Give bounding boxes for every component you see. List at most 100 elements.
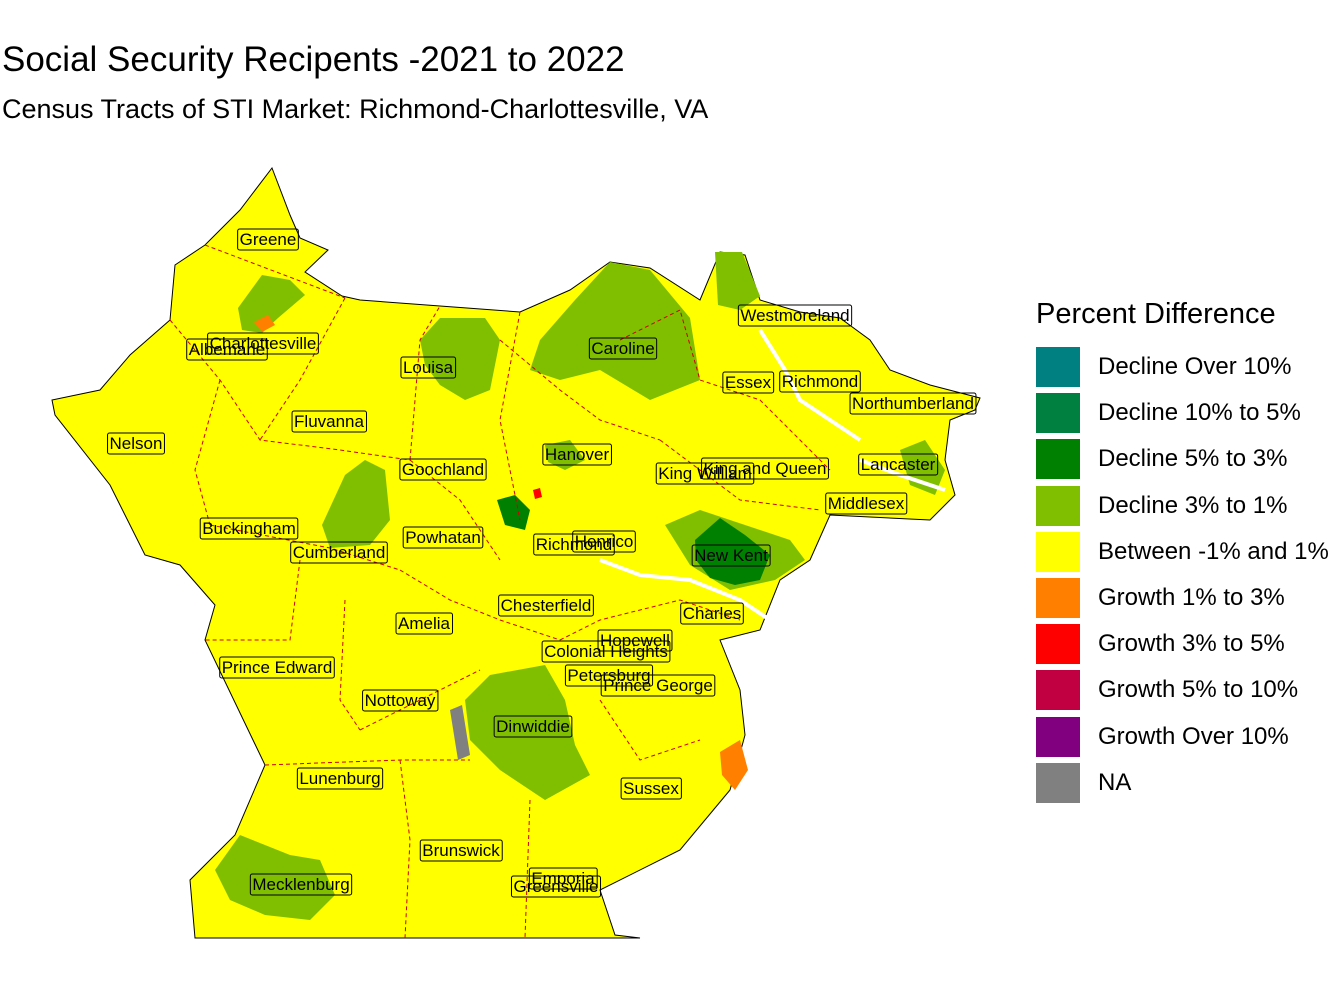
legend-label: Growth 1% to 3% xyxy=(1098,584,1285,611)
county-label: King and Queen xyxy=(701,457,829,480)
county-name: Goochland xyxy=(402,460,484,479)
county-name: Sussex xyxy=(623,779,679,798)
county-label: King William xyxy=(655,462,755,485)
county-label-box xyxy=(825,492,908,515)
county-name: Hanover xyxy=(545,445,610,464)
county-label-box xyxy=(199,517,299,540)
county-label: Hanover xyxy=(542,443,612,466)
county-label: Buckingham xyxy=(199,517,299,540)
region-albemarle-charlottesville xyxy=(238,275,305,333)
county-name: Colonial Heights xyxy=(544,642,668,661)
county-label: Albemarle xyxy=(186,338,268,361)
county-name: Dinwiddie xyxy=(496,717,570,736)
region-louisa xyxy=(420,318,500,400)
county-label-box xyxy=(237,228,299,251)
county-label: Brunswick xyxy=(419,839,503,862)
legend-label: Growth Over 10% xyxy=(1098,722,1289,750)
map-title: Social Security Recipents -2021 to 2022 xyxy=(2,40,625,79)
county-name: Prince George xyxy=(603,676,713,695)
county-label-box xyxy=(528,867,598,890)
county-label: Caroline xyxy=(588,337,658,360)
county-label-box xyxy=(510,875,602,898)
county-label-box xyxy=(701,457,829,480)
county-label: Louisa xyxy=(400,356,457,379)
region-mecklenburg xyxy=(215,835,335,920)
county-label: New Kent xyxy=(691,544,771,567)
county-name: Buckingham xyxy=(202,519,296,538)
region-hanover-spot xyxy=(545,440,585,470)
region-new-kent-core xyxy=(695,518,770,585)
county-name: Middlesex xyxy=(828,494,905,513)
legend-swatch xyxy=(1036,578,1080,618)
county-name: Lancaster xyxy=(861,455,936,474)
county-name: Cumberland xyxy=(293,543,386,562)
county-label: Nelson xyxy=(107,432,165,455)
county-labels: GreeneCharlottesvilleAlbemarleLouisaCaro… xyxy=(107,228,977,898)
region-goochland-spot xyxy=(497,495,530,530)
county-label: Prince George xyxy=(600,674,716,697)
county-label: Charles xyxy=(680,602,744,625)
county-label: Middlesex xyxy=(825,492,908,515)
county-label-box xyxy=(542,443,612,466)
legend-label: Growth 5% to 10% xyxy=(1098,676,1299,704)
county-name: Greene xyxy=(240,230,297,249)
county-label-box xyxy=(620,777,682,800)
region-richmond-spot xyxy=(533,488,542,499)
county-label-box xyxy=(588,337,658,360)
county-label: Northumberland xyxy=(849,392,977,415)
county-label-box xyxy=(849,392,977,415)
county-label-box xyxy=(722,371,775,394)
county-label-box xyxy=(737,304,853,327)
county-label: Nottoway xyxy=(362,689,439,712)
county-label: Lunenburg xyxy=(296,767,384,790)
county-name: Chesterfield xyxy=(501,596,592,615)
county-label: Chesterfield xyxy=(498,594,594,617)
county-label: Essex xyxy=(722,371,775,394)
county-label: Richmond xyxy=(533,533,615,556)
county-name: Powhatan xyxy=(405,528,481,547)
county-name: Amelia xyxy=(398,614,451,633)
county-label-box xyxy=(107,432,165,455)
county-name: Louisa xyxy=(403,358,454,377)
legend-swatch xyxy=(1036,624,1080,665)
county-name: Charles xyxy=(683,604,742,623)
county-name: Albemarle xyxy=(189,340,266,359)
county-label-box xyxy=(541,640,671,663)
county-name: Nottoway xyxy=(365,691,436,710)
county-name: Lunenburg xyxy=(299,769,380,788)
county-label-box xyxy=(207,332,319,355)
legend-label: Growth 3% to 5% xyxy=(1098,630,1285,658)
county-label: Henrico xyxy=(572,530,636,553)
county-label-box xyxy=(186,338,268,361)
county-label-box xyxy=(858,453,939,476)
county-label: Powhatan xyxy=(402,526,484,549)
county-label-box xyxy=(290,541,388,564)
county-label: Amelia xyxy=(395,612,454,635)
county-name: Essex xyxy=(725,373,772,392)
county-label-box xyxy=(691,544,771,567)
county-name: Richmond xyxy=(782,372,859,391)
county-label-box xyxy=(219,656,335,679)
legend-swatch xyxy=(1036,670,1080,711)
county-label-box xyxy=(362,689,439,712)
county-label-box xyxy=(419,839,503,862)
region-sussex-east xyxy=(720,740,748,790)
legend-swatch xyxy=(1036,347,1080,387)
county-label: Lancaster xyxy=(858,453,939,476)
county-label-box xyxy=(493,715,573,738)
county-label: Fluvanna xyxy=(291,410,368,433)
county-name: Fluvanna xyxy=(294,412,364,431)
county-name: Mecklenburg xyxy=(252,875,349,894)
county-label: Greensville xyxy=(510,875,602,898)
legend-title: Percent Difference xyxy=(1036,298,1276,330)
county-label-box xyxy=(533,533,615,556)
county-label: Westmoreland xyxy=(737,304,853,327)
legend-swatch xyxy=(1036,439,1080,480)
county-name: Richmond xyxy=(536,535,613,554)
legend-swatch xyxy=(1036,393,1080,434)
county-label-box xyxy=(680,602,744,625)
county-name: Northumberland xyxy=(852,394,974,413)
region-caroline xyxy=(530,262,700,400)
region-charlottesville-spot xyxy=(254,315,275,332)
county-label: Mecklenburg xyxy=(249,873,353,896)
